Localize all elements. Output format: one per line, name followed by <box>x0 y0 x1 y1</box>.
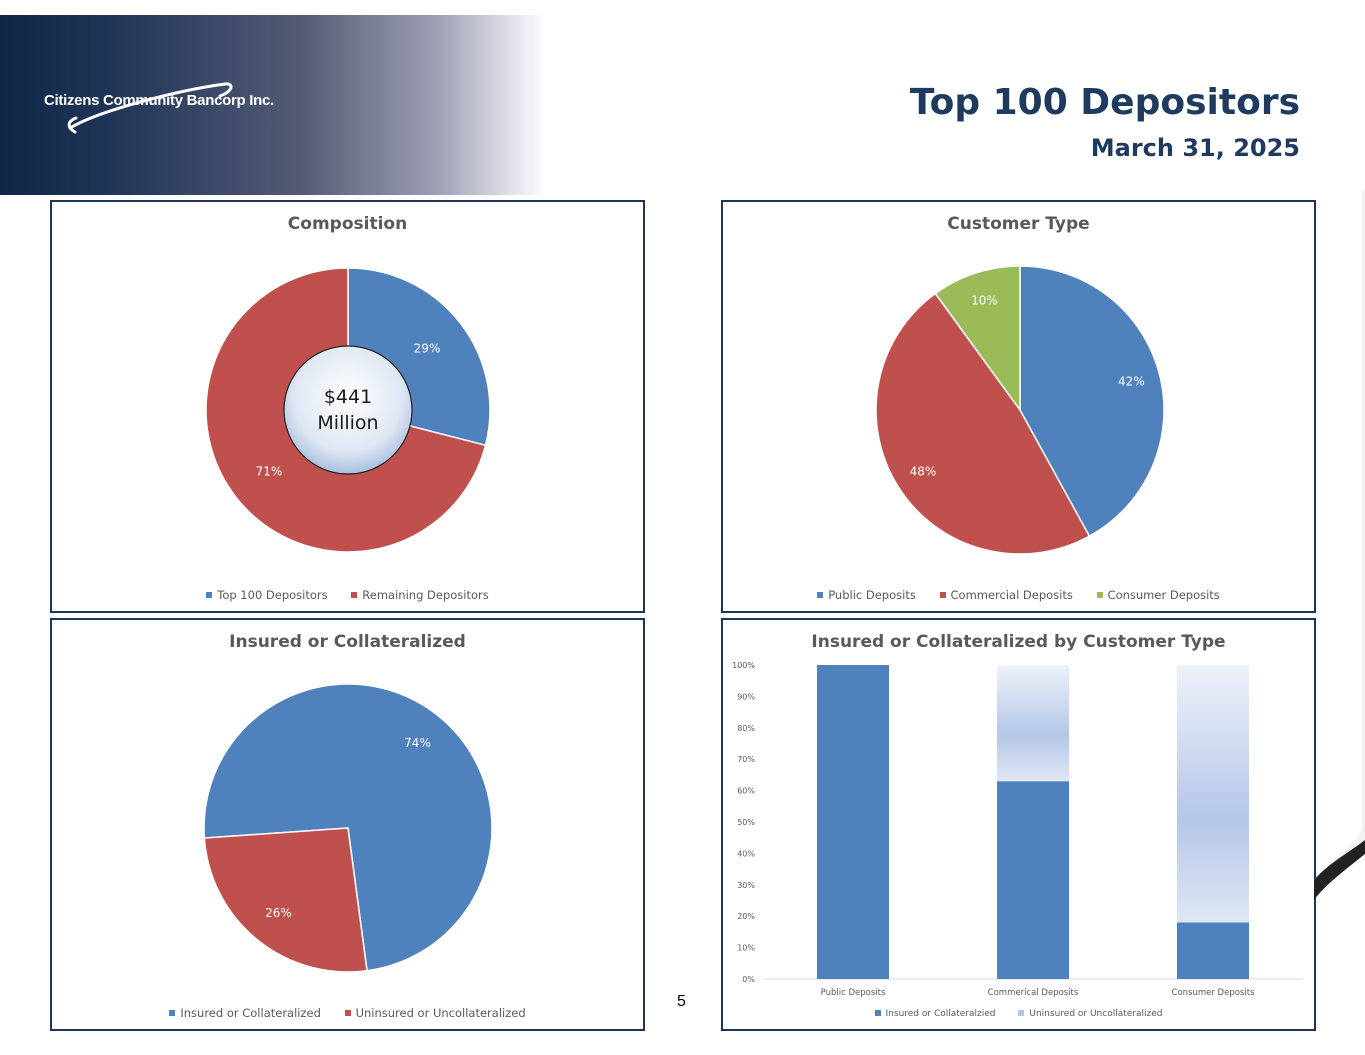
legend-item: Public Deposits <box>817 588 916 602</box>
slice-data-label: 74% <box>404 736 431 750</box>
composition-chart-panel: Composition 29% 71% $441 Million Top 100 … <box>50 200 645 613</box>
pie-slice <box>934 265 1021 413</box>
legend-item: Uninsured or Uncollateralized <box>1018 1009 1162 1019</box>
customer-type-chart: 42% 48% 10% <box>875 265 1165 555</box>
legend-item: Insured or Collateralzied <box>874 1009 996 1019</box>
slice-data-label: 71% <box>256 464 283 478</box>
donut-center-label: $441 Million <box>284 384 412 436</box>
y-tick-label: 10% <box>737 944 755 953</box>
bar-segment <box>817 665 889 979</box>
pie-slice <box>1019 265 1165 538</box>
pie-slice <box>875 292 1091 555</box>
y-tick-label: 20% <box>737 912 755 921</box>
legend-item: Insured or Collateralized <box>169 1006 321 1020</box>
legend-item: Commercial Deposits <box>939 588 1073 602</box>
bar-segment <box>1177 922 1249 979</box>
donut-center-circle <box>283 345 413 475</box>
chart-title: Insured or Collateralized <box>229 632 466 652</box>
page-number: 5 <box>677 993 686 1010</box>
y-tick-label: 80% <box>737 724 755 733</box>
slice-data-label: 42% <box>1118 374 1145 388</box>
chart-legend: Insured or Collateralized Uninsured or U… <box>52 1006 643 1020</box>
chart-legend: Public Deposits Commercial Deposits Cons… <box>723 588 1314 602</box>
slice-data-label: 10% <box>971 294 998 308</box>
legend-item: Top 100 Depositors <box>206 588 328 602</box>
page-title: Top 100 Depositors <box>909 82 1300 123</box>
donut-center-unit: Million <box>317 412 379 434</box>
x-tick-label: Consumer Deposits <box>1172 988 1256 998</box>
customer-type-chart-panel: Customer Type 42% 48% 10% Public Deposits … <box>721 200 1316 613</box>
x-tick-label: Public Deposits <box>821 988 886 998</box>
logo-swoosh-icon <box>67 82 233 134</box>
insured-by-customer-chart: 0% 10% 20% 30% 40% 50% 60% 70% 80% 90% 100% Public … <box>732 661 1303 998</box>
y-tick-label: 30% <box>737 881 755 890</box>
y-tick-label: 100% <box>732 661 755 670</box>
slice-data-label: 48% <box>910 465 937 479</box>
y-tick-label: 70% <box>737 755 755 764</box>
composition-chart: 29% 71% <box>205 267 491 553</box>
donut-center-amount: $441 <box>323 386 373 408</box>
slice-data-label: 26% <box>265 906 292 920</box>
page-subtitle: March 31, 2025 <box>1090 134 1300 162</box>
chart-title: Composition <box>287 214 408 234</box>
bar-segment <box>997 665 1069 782</box>
insured-chart-panel: Insured or Collateralized 74% 26% Insured… <box>50 618 645 1031</box>
x-tick-label: Commerical Deposits <box>988 988 1079 998</box>
legend-item: Uninsured or Uncollateralized <box>344 1006 526 1020</box>
y-tick-label: 90% <box>737 692 755 701</box>
y-tick-label: 40% <box>737 849 755 858</box>
chart-title: Customer Type <box>947 214 1090 234</box>
pie-slice <box>203 827 368 973</box>
company-logo: Citizens Community Bancorp Inc. <box>40 70 280 140</box>
header-band <box>0 15 1365 195</box>
chart-title: Insured or Collateralized by Customer Ty… <box>811 632 1226 652</box>
slice-data-label: 29% <box>414 342 441 356</box>
bar-segment <box>997 781 1069 979</box>
legend-item: Consumer Deposits <box>1096 588 1220 602</box>
y-tick-label: 60% <box>737 787 755 796</box>
insured-chart: 74% 26% <box>203 683 493 973</box>
page-curl-decoration <box>1314 190 1365 900</box>
chart-legend: Top 100 Depositors Remaining Depositors <box>52 588 643 602</box>
logo-text: Citizens Community Bancorp Inc. <box>44 92 274 109</box>
chart-legend: Insured or Collateralzied Uninsured or U… <box>723 1009 1314 1019</box>
legend-item: Remaining Depositors <box>351 588 489 602</box>
insured-by-customer-chart-panel: Insured or Collateralized by Customer Ty… <box>721 618 1316 1031</box>
y-tick-label: 50% <box>737 818 755 827</box>
bar-segment <box>1177 665 1249 923</box>
y-tick-label: 0% <box>742 975 755 984</box>
